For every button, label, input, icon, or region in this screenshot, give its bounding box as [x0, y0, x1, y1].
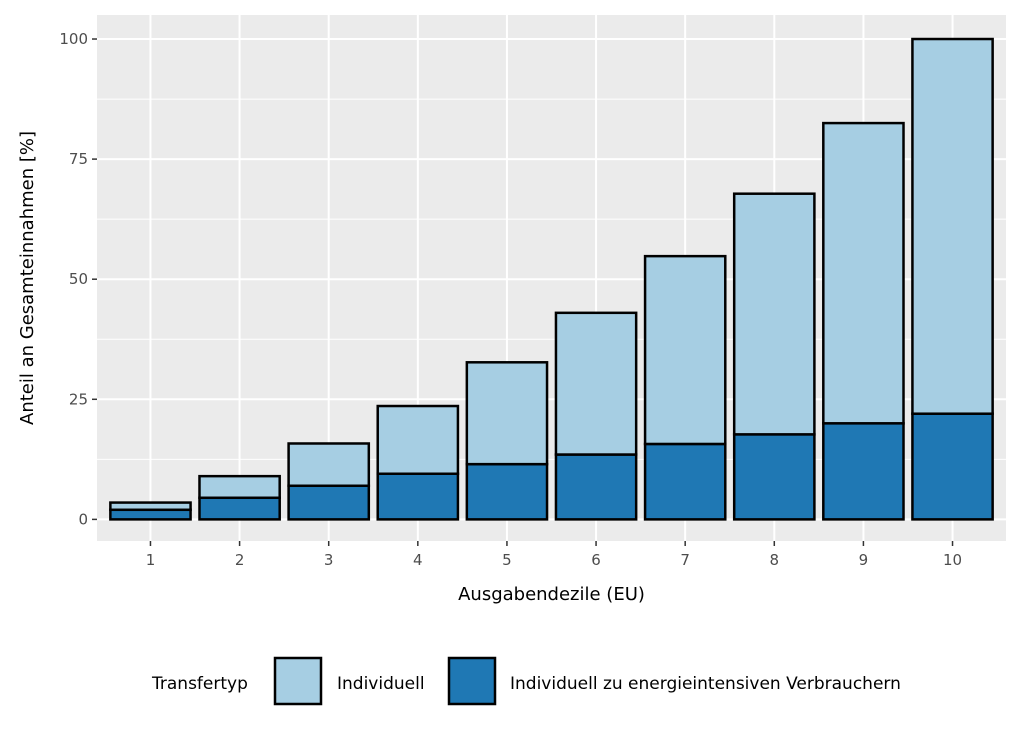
bar-segment-energieintensiv-1	[109, 508, 192, 521]
y-axis-title: Anteil an Gesamteinnahmen [%]	[17, 131, 38, 425]
x-axis: 1 2 3 4 5 6 7 8 9 10	[146, 541, 962, 569]
legend-title: Transfertyp	[151, 674, 248, 694]
x-tick-label: 8	[770, 551, 780, 569]
bar-segment-individuell-8	[732, 192, 816, 436]
legend-key-individuell	[273, 656, 323, 706]
legend-key-energieintensiv	[447, 656, 497, 706]
x-tick-label: 3	[324, 551, 334, 569]
x-axis-title: Ausgabendezile (EU)	[458, 584, 645, 605]
bar-segment-individuell-6	[554, 311, 638, 456]
bar-segment-energieintensiv-10	[911, 412, 994, 521]
y-tick-label: 75	[69, 150, 88, 168]
bar-segment-individuell-5	[465, 361, 549, 466]
bar-segment-energieintensiv-4	[376, 472, 460, 521]
x-tick-label: 10	[943, 551, 962, 569]
bars	[109, 37, 994, 521]
bar-segment-individuell-10	[911, 37, 994, 415]
bar-segment-individuell-4	[376, 404, 460, 475]
x-tick-label: 2	[235, 551, 245, 569]
bar-segment-energieintensiv-9	[822, 422, 905, 521]
x-tick-label: 1	[146, 551, 156, 569]
y-tick-label: 100	[59, 30, 88, 48]
x-tick-label: 9	[859, 551, 869, 569]
bar-segment-energieintensiv-5	[465, 462, 549, 521]
legend: Transfertyp Individuell Individuell zu e…	[151, 656, 901, 706]
y-tick-label: 50	[69, 270, 88, 288]
y-tick-label: 25	[69, 390, 88, 408]
x-tick-label: 7	[680, 551, 690, 569]
bar-segment-individuell-3	[287, 442, 371, 488]
bar-segment-individuell-2	[198, 474, 281, 500]
bar-segment-energieintensiv-2	[198, 496, 281, 521]
bar-segment-energieintensiv-3	[287, 484, 371, 521]
y-axis: 0 25 50 75 100	[59, 30, 97, 528]
legend-label-energieintensiv: Individuell zu energieintensiven Verbrau…	[510, 674, 901, 694]
y-tick-label: 0	[78, 510, 88, 528]
bar-segment-energieintensiv-7	[643, 442, 727, 521]
legend-label-individuell: Individuell	[337, 674, 425, 694]
x-tick-label: 6	[591, 551, 601, 569]
bar-segment-individuell-1	[109, 501, 192, 512]
bar-segment-energieintensiv-8	[732, 433, 816, 521]
x-tick-label: 4	[413, 551, 423, 569]
bar-segment-individuell-7	[643, 254, 727, 446]
bar-segment-energieintensiv-6	[554, 453, 638, 521]
bar-segment-individuell-9	[822, 121, 905, 425]
x-tick-label: 5	[502, 551, 512, 569]
